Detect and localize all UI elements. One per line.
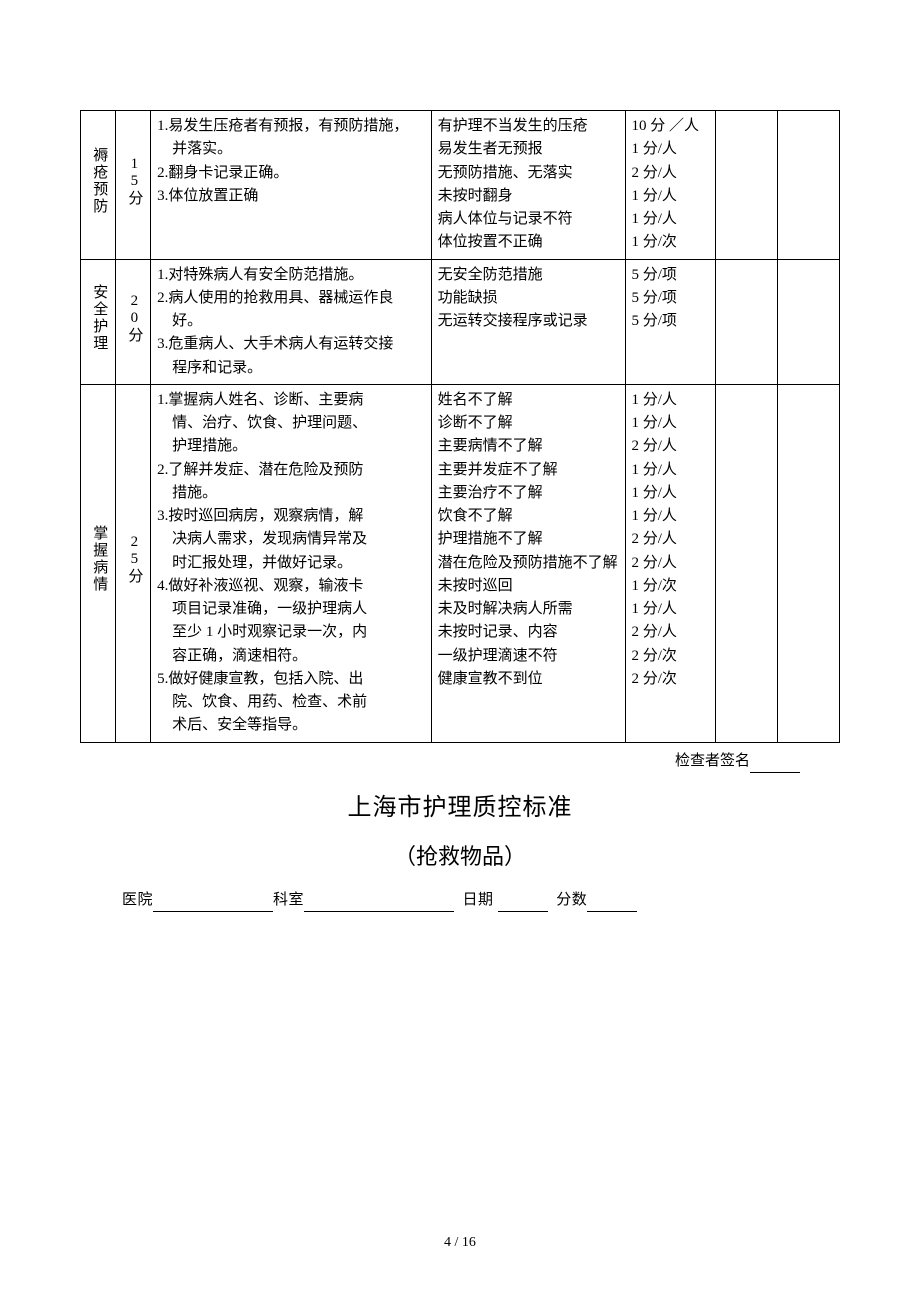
table-row: 掌握病情 25分 1.掌握病人姓名、诊断、主要病 情、治疗、饮食、护理问题、 护理措… <box>81 384 840 742</box>
table-row: 安全护理 20分 1.对特殊病人有安全防范措施。 2.病人使用的抢救用具、器械运作良… <box>81 259 840 384</box>
evaluation-table: 褥疮预防 15分 1.易发生压疮者有预报，有预防措施， 并落实。 2.翻身卡记录正确… <box>80 110 840 743</box>
deduction-items-cell: 有护理不当发生的压疮 易发生者无预报 无预防措施、无落实 未按时翻身 病人体位与… <box>431 111 625 260</box>
category-cell: 褥疮预防 <box>81 111 116 260</box>
requirements-cell: 1.掌握病人姓名、诊断、主要病 情、治疗、饮食、护理问题、 护理措施。 2.了解… <box>151 384 432 742</box>
deduction-items-cell: 姓名不了解 诊断不了解 主要病情不了解 主要并发症不了解 主要治疗不了解 饮食不… <box>431 384 625 742</box>
deduction-items-cell: 无安全防范措施 功能缺损 无运转交接程序或记录 <box>431 259 625 384</box>
category-cell: 掌握病情 <box>81 384 116 742</box>
blank-cell <box>778 384 840 742</box>
score-text: 15分 <box>122 156 145 206</box>
page-title: 上海市护理质控标准 <box>80 789 840 827</box>
blank-cell <box>716 259 778 384</box>
dept-label: 科室 <box>273 892 304 908</box>
date-label: 日期 <box>463 892 494 908</box>
category-text: 掌握病情 <box>87 525 110 593</box>
blank-cell <box>716 111 778 260</box>
signature-label: 检查者签名 <box>675 753 750 769</box>
requirements-cell: 1.对特殊病人有安全防范措施。 2.病人使用的抢救用具、器械运作良 好。 3.危… <box>151 259 432 384</box>
score-text: 20分 <box>122 293 145 343</box>
hospital-blank <box>153 911 273 912</box>
form-fields-line: 医院 科室 日期 分数 <box>80 888 840 912</box>
requirements-cell: 1.易发生压疮者有预报，有预防措施， 并落实。 2.翻身卡记录正确。 3.体位放… <box>151 111 432 260</box>
category-text: 褥疮预防 <box>87 147 110 215</box>
score-blank <box>587 911 637 912</box>
score-cell: 25分 <box>116 384 151 742</box>
score-text: 25分 <box>122 534 145 584</box>
score-cell: 20分 <box>116 259 151 384</box>
score-label: 分数 <box>556 892 587 908</box>
page-subtitle: （抢救物品） <box>80 839 840 874</box>
page-footer: 4 / 16 <box>80 1232 840 1254</box>
category-cell: 安全护理 <box>81 259 116 384</box>
date-blank <box>498 911 548 912</box>
signature-blank <box>750 772 800 773</box>
blank-cell <box>778 111 840 260</box>
deduction-standard-cell: 5 分/项 5 分/项 5 分/项 <box>625 259 716 384</box>
hospital-label: 医院 <box>122 892 153 908</box>
table-row: 褥疮预防 15分 1.易发生压疮者有预报，有预防措施， 并落实。 2.翻身卡记录正确… <box>81 111 840 260</box>
category-text: 安全护理 <box>87 284 110 352</box>
dept-blank <box>304 911 454 912</box>
deduction-standard-cell: 10 分 ／人 1 分/人 2 分/人 1 分/人 1 分/人 1 分/次 <box>625 111 716 260</box>
blank-cell <box>716 384 778 742</box>
score-cell: 15分 <box>116 111 151 260</box>
deduction-standard-cell: 1 分/人 1 分/人 2 分/人 1 分/人 1 分/人 1 分/人 2 分/… <box>625 384 716 742</box>
signature-line: 检查者签名 <box>80 749 840 773</box>
blank-cell <box>778 259 840 384</box>
